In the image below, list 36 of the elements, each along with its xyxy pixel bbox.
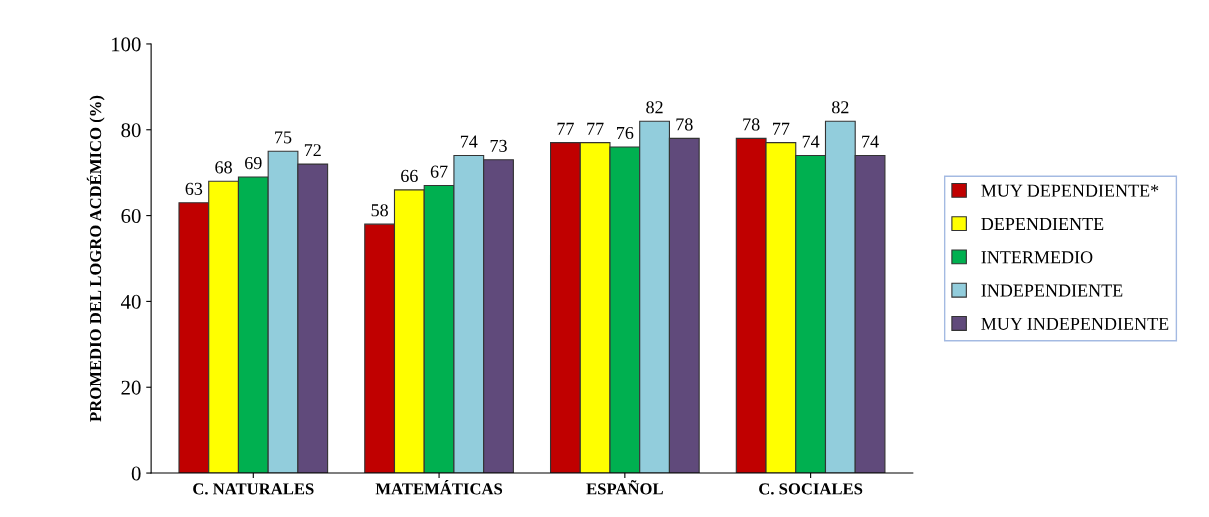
y-tick-label: 60 bbox=[121, 208, 141, 224]
x-tick-label: C. SOCIALES bbox=[759, 483, 863, 495]
y-tick-label: 100 bbox=[111, 37, 141, 52]
data-label: 77 bbox=[773, 122, 790, 135]
x-tick-label: MATEMÁTICAS bbox=[375, 480, 503, 495]
legend-label: INDEPENDIENTE bbox=[981, 284, 1123, 297]
data-label: 76 bbox=[617, 126, 634, 140]
data-label: 74 bbox=[802, 135, 820, 148]
y-tick-label: 40 bbox=[120, 294, 141, 309]
legend-label: MUY DEPENDIENTE* bbox=[981, 184, 1159, 197]
data-label: 82 bbox=[832, 101, 849, 114]
data-label: 78 bbox=[676, 118, 693, 131]
legend-label: DEPENDIENTE bbox=[981, 218, 1104, 230]
y-tick-label: 80 bbox=[121, 123, 141, 138]
data-label: 77 bbox=[557, 122, 574, 135]
y-tick-label: 0 bbox=[131, 466, 141, 481]
data-label: 74 bbox=[862, 135, 879, 148]
data-label: 72 bbox=[304, 144, 321, 157]
data-label: 74 bbox=[460, 135, 478, 148]
legend-label: INTERMEDIO bbox=[981, 251, 1093, 264]
data-label: 68 bbox=[215, 161, 232, 174]
data-label: 66 bbox=[401, 169, 418, 183]
data-label: 78 bbox=[743, 118, 760, 131]
data-label: 58 bbox=[371, 204, 388, 217]
y-tick-label: 20 bbox=[121, 380, 141, 395]
legend-label: MUY INDEPENDIENTE bbox=[981, 317, 1169, 330]
data-label: 82 bbox=[646, 101, 663, 114]
data-label: 67 bbox=[430, 165, 448, 178]
data-label: 77 bbox=[587, 122, 604, 135]
x-tick-label: ESPAÑOL bbox=[586, 480, 663, 495]
y-axis-title: PROMEDIO DEL LOGRO ACDÉMICO (%) bbox=[86, 95, 105, 422]
data-label: 75 bbox=[275, 131, 292, 144]
data-label: 63 bbox=[185, 182, 203, 195]
x-tick-label: C. NATURALES bbox=[193, 483, 314, 495]
data-label: 73 bbox=[490, 139, 507, 152]
data-label: 69 bbox=[245, 157, 262, 170]
